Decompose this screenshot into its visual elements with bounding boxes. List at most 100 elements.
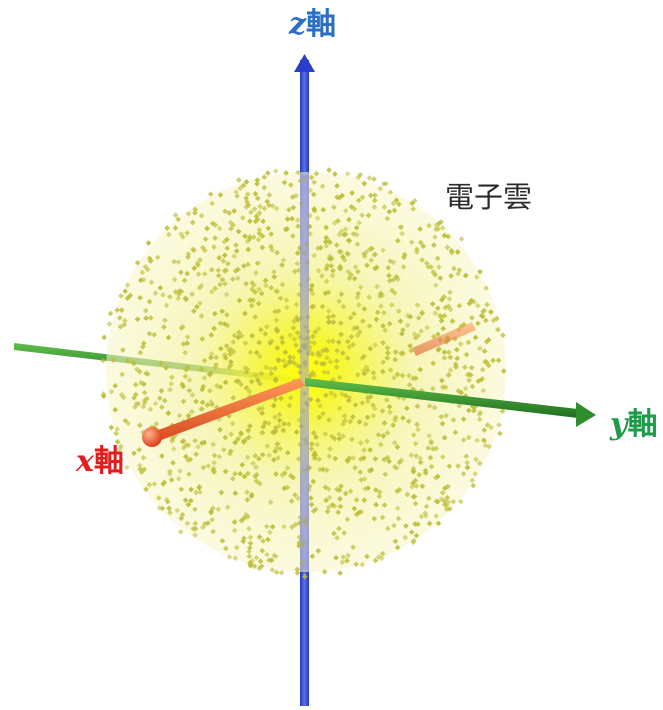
electron-dot [386,272,392,279]
electron-dot [244,454,251,461]
electron-dot [331,204,337,211]
electron-dot [408,239,415,246]
electron-dot [294,217,301,224]
electron-dot [368,257,375,264]
electron-dot [208,509,214,516]
electron-dot [373,501,379,508]
electron-dot [258,326,264,333]
electron-dot [384,215,391,222]
electron-dot [238,431,244,437]
electron-dot [175,295,182,302]
electron-dot [292,521,299,528]
electron-dot [451,265,457,272]
electron-dot [157,284,164,291]
electron-dot [409,200,416,207]
electron-dot [175,259,182,265]
electron-dot [418,328,425,334]
electron-dot [392,349,399,355]
electron-dot [261,174,268,180]
electron-dot [301,250,308,256]
electron-dot [198,212,205,219]
electron-dot [294,250,301,256]
electron-dot [356,220,363,226]
x-axis-line [150,378,305,442]
electron-dot [265,536,271,543]
electron-dot [358,477,365,483]
electron-dot [381,309,387,316]
electron-dot [484,301,490,308]
electron-dot [441,232,448,239]
electron-dot [328,390,335,397]
electron-dot [359,212,365,219]
electron-dot [251,206,258,212]
electron-dot [210,528,216,535]
electron-dot [300,468,307,475]
electron-dot [419,310,425,317]
electron-dot [473,456,479,463]
electron-dot [297,514,303,521]
electron-dot [159,404,165,411]
electron-dot [210,441,217,448]
electron-dot [480,308,487,315]
electron-dot [417,459,424,466]
electron-dot [417,239,424,246]
electron-dot [261,184,268,191]
electron-dot [371,405,378,412]
electron-dot [230,394,237,401]
electron-dot [357,284,364,291]
electron-dot [260,218,266,225]
electron-dot [384,525,391,532]
electron-dot [333,554,339,561]
electron-dot [325,308,332,314]
electron-dot [272,377,279,384]
electron-dot [256,210,263,216]
electron-dot [199,406,205,412]
electron-dot [232,518,238,525]
electron-dot [295,169,301,176]
electron-dot [135,400,142,407]
electron-dot [364,367,371,374]
electron-dot [307,396,314,403]
electron-dot [364,414,371,421]
electron-dot [490,357,496,364]
electron-dot [315,325,322,332]
electron-dot [284,216,291,223]
electron-dot [347,418,354,425]
electron-dot [241,535,247,542]
electron-dot [284,449,291,456]
electron-dot [325,338,332,345]
x-axis-label: x軸 [76,447,124,477]
electron-dot [476,460,483,467]
electron-dot [340,554,347,560]
electron-dot [171,276,178,283]
electron-dot [264,443,271,449]
electron-dot [441,498,448,504]
electron-dot [312,452,319,459]
electron-dot [213,361,219,368]
electron-dot [399,230,405,237]
electron-dot [124,282,131,288]
electron-dot [325,369,331,376]
electron-dot [183,296,190,303]
electron-dot [336,405,343,412]
electron-dot [417,455,424,462]
electron-dot [499,408,506,415]
electron-dot [408,529,415,535]
electron-dot [253,464,259,471]
electron-dot [189,219,196,226]
electron-dot [433,498,440,504]
electron-dot [134,259,141,266]
electron-dot [304,314,311,320]
electron-dot [136,422,143,429]
electron-dot [397,318,404,325]
electron-dot [228,431,234,438]
electron-dot [382,327,389,334]
electron-dot [320,466,326,473]
electron-dot [296,542,302,549]
electron-dot [261,205,268,212]
electron-dot [276,411,283,418]
electron-dot [435,331,441,338]
electron-dot [311,340,317,346]
electron-dot [209,516,216,523]
electron-dot [222,379,229,386]
